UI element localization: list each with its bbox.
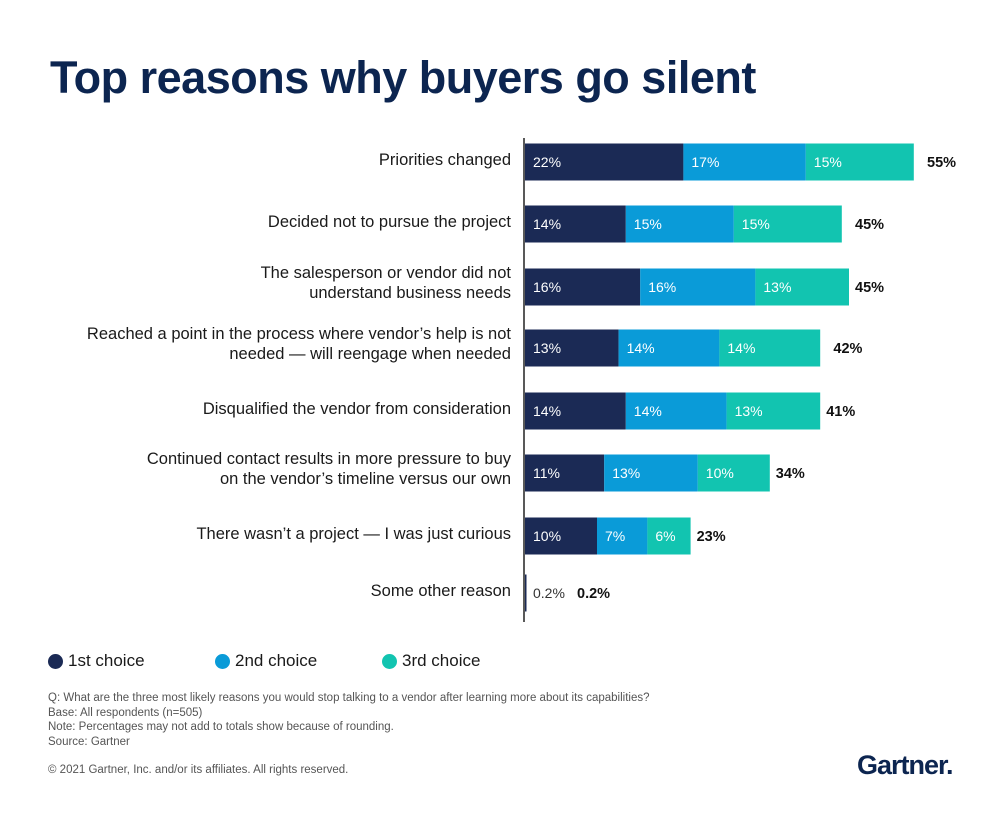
note-source: Source: Gartner: [48, 735, 130, 748]
segment-label: 14%: [727, 340, 755, 356]
category-label: Reached a point in the process where ven…: [87, 325, 511, 343]
bar-segment: [525, 268, 641, 306]
note-question: Q: What are the three most likely reason…: [48, 692, 650, 704]
category-label: Decided not to pursue the project: [268, 213, 511, 231]
total-label: 45%: [855, 280, 884, 296]
bar-segment: [625, 392, 727, 430]
category-label: There wasn’t a project — I was just curi…: [196, 525, 511, 543]
legend-swatch: [215, 653, 230, 669]
legend-swatch: [382, 653, 397, 669]
bar-segment: [683, 143, 806, 181]
bar-segment: [726, 392, 821, 430]
segment-label: 14%: [627, 340, 655, 356]
total-label: 23%: [697, 529, 726, 545]
total-label: 0.2%: [577, 586, 610, 602]
segment-label: 10%: [533, 528, 561, 544]
category-label: Some other reason: [371, 582, 511, 600]
segment-label: 17%: [691, 154, 719, 170]
category-label: Continued contact results in more pressu…: [147, 450, 512, 468]
segment-label: 14%: [533, 216, 561, 232]
footnotes: Q: What are the three most likely reason…: [48, 691, 650, 749]
gartner-logo: Gartner.: [857, 750, 954, 780]
bar-segment: [719, 329, 821, 367]
note-rounding: Note: Percentages may not add to totals …: [48, 721, 394, 733]
bar-segment: [755, 268, 849, 306]
legend-label: 2nd choice: [235, 651, 318, 670]
bar-segment: [597, 517, 648, 555]
category-label: Priorities changed: [379, 151, 511, 169]
bar-segment: [525, 574, 527, 612]
segment-label: 22%: [533, 154, 561, 170]
bar-segment: [525, 454, 605, 492]
segment-label: 15%: [634, 216, 662, 232]
bar-segment: [625, 205, 734, 243]
legend-label: 3rd choice: [402, 651, 481, 670]
category-label: The salesperson or vendor did not: [261, 264, 512, 282]
bar-segment: [618, 329, 720, 367]
total-label: 34%: [776, 466, 805, 482]
total-label: 45%: [855, 217, 884, 233]
segment-label: 15%: [814, 154, 842, 170]
bar-segment: [805, 143, 914, 181]
bar-chart: Priorities changed 22% 17% 15% 55% Decided no…: [87, 138, 956, 622]
note-base: Base: All respondents (n=505): [48, 706, 203, 719]
legend: 1st choice 2nd choice 3rd choice: [48, 651, 480, 671]
legend-item-3rd: 3rd choice: [382, 651, 480, 671]
bar-segment: [525, 517, 597, 555]
category-label: needed — will reengage when needed: [229, 345, 511, 363]
segment-label: 15%: [742, 216, 770, 232]
bar-segment: [525, 392, 626, 430]
segment-label: 16%: [648, 279, 676, 295]
segment-label: 13%: [533, 340, 561, 356]
category-label: on the vendor’s timeline versus our own: [220, 470, 511, 488]
legend-item-1st: 1st choice: [48, 651, 215, 671]
bar-segment: [733, 205, 842, 243]
chart-title: Top reasons why buyers go silent: [50, 52, 756, 103]
legend-swatch: [48, 653, 63, 669]
bar-segment: [525, 329, 619, 367]
segment-label: 13%: [612, 465, 640, 481]
total-label: 41%: [826, 404, 855, 420]
segment-label: 14%: [634, 403, 662, 419]
bar-segment: [640, 268, 756, 306]
bar-segment: [525, 205, 626, 243]
bar-segment: [697, 454, 770, 492]
bar-segment: [604, 454, 698, 492]
segment-label: 6%: [655, 528, 675, 544]
category-label: understand business needs: [309, 284, 511, 302]
segment-label: 0.2%: [533, 585, 565, 601]
category-label: Disqualified the vendor from considerati…: [203, 400, 511, 418]
bar-segment: [525, 143, 684, 181]
segment-label: 11%: [533, 465, 560, 481]
copyright: © 2021 Gartner, Inc. and/or its affiliat…: [48, 764, 349, 776]
total-label: 42%: [833, 341, 862, 357]
legend-label: 1st choice: [68, 651, 145, 670]
segment-label: 10%: [706, 465, 734, 481]
legend-item-2nd: 2nd choice: [215, 651, 382, 671]
segment-label: 16%: [533, 279, 561, 295]
total-label: 55%: [927, 155, 956, 171]
segment-label: 13%: [763, 279, 791, 295]
segment-label: 14%: [533, 403, 561, 419]
bar-segment: [647, 517, 691, 555]
segment-label: 7%: [605, 528, 625, 544]
segment-label: 13%: [735, 403, 763, 419]
